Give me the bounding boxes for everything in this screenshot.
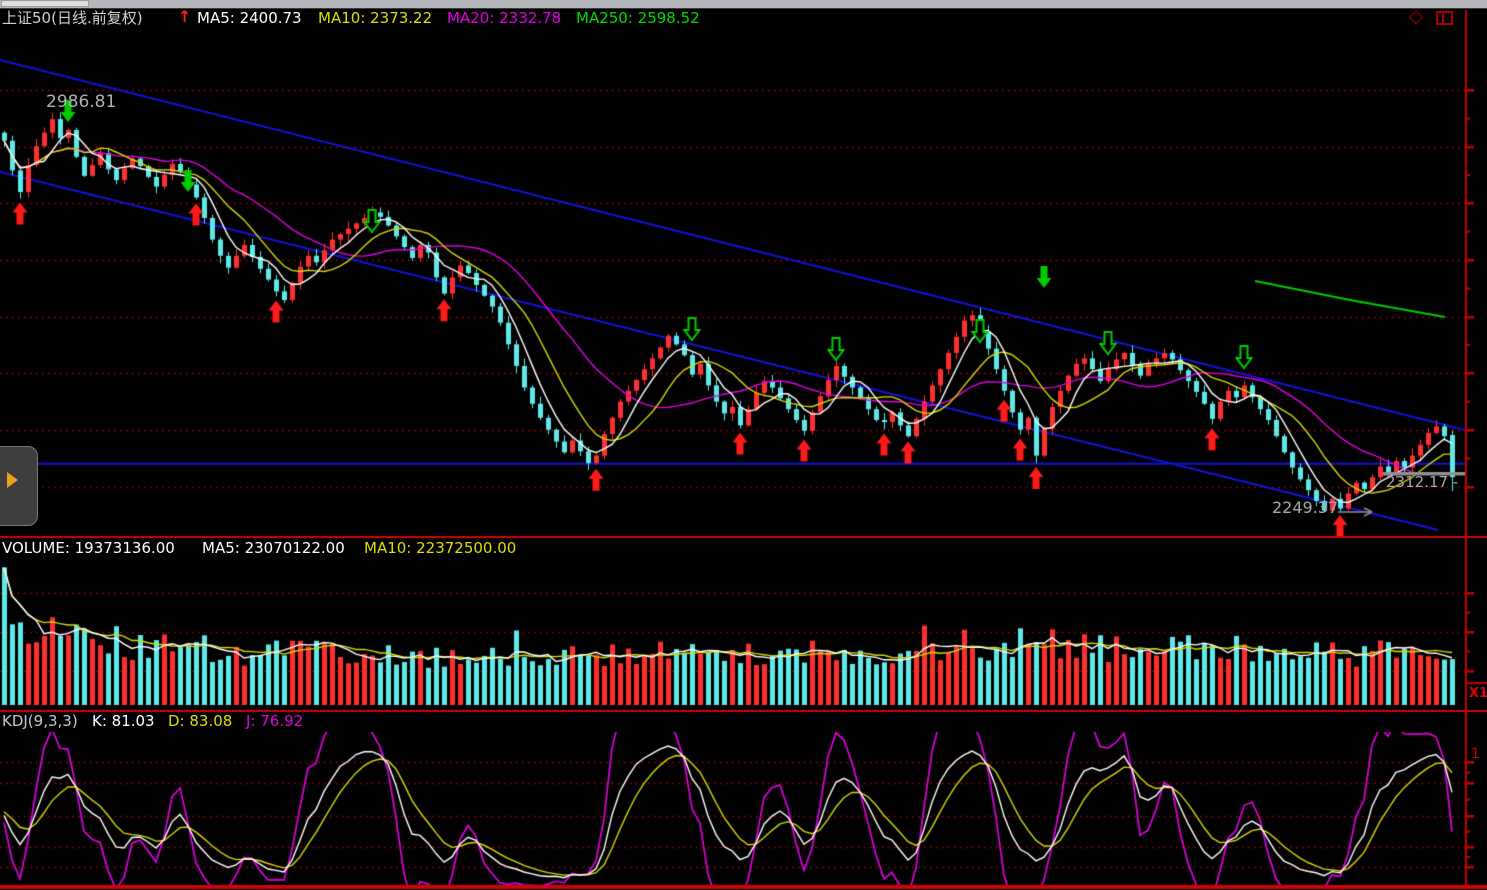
volume-ma10-value: MA10: 22372500.00: [364, 539, 517, 557]
volume-ma5-value: MA5: 23070122.00: [202, 539, 345, 557]
split-window-icon-divider: [1442, 13, 1444, 23]
kdj-j-value: J: 76.92: [246, 712, 304, 730]
peak-price-label: 2986.81: [46, 92, 117, 112]
volume-value: VOLUME: 19373136.00: [2, 539, 175, 557]
up-arrow-icon: ↑: [178, 7, 192, 26]
ma5-value: MA5: 2400.73: [197, 9, 302, 27]
symbol-title: 上证50(日线.前复权): [2, 9, 143, 27]
split-window-icon[interactable]: [1436, 11, 1453, 25]
kdj-indicator-name: KDJ(9,3,3): [2, 712, 78, 730]
expand-panel-handle[interactable]: [0, 446, 38, 526]
scrollbar-thumb[interactable]: [1, 0, 89, 7]
kdj-scale-label: 1: [1471, 746, 1480, 762]
ma250-value: MA250: 2598.52: [576, 9, 700, 27]
expand-arrow-icon: [7, 472, 18, 488]
kdj-k-value: K: 81.03: [92, 712, 155, 730]
ma10-value: MA10: 2373.22: [318, 9, 433, 27]
kdj-d-value: D: 83.08: [168, 712, 233, 730]
last-price-label: 2312.17 -: [1386, 473, 1459, 491]
trough-price-label: 2249.37: [1272, 498, 1339, 517]
diamond-icon[interactable]: ◇: [1409, 6, 1423, 27]
ma20-value: MA20: 2332.78: [447, 9, 562, 27]
x1-scale-label: X1: [1469, 686, 1487, 701]
horizontal-scrollbar[interactable]: [0, 0, 1487, 9]
